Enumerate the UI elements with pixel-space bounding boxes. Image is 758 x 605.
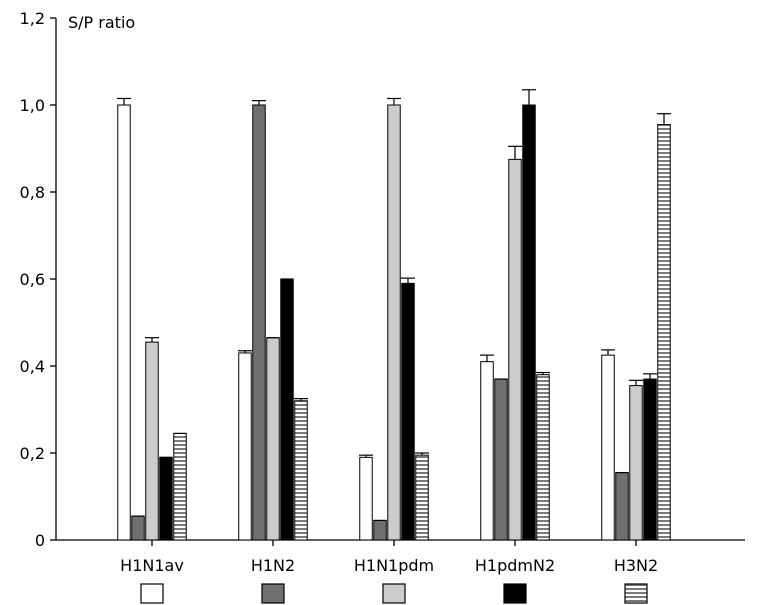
error-bars (117, 89, 671, 522)
legend (140, 583, 648, 604)
legend-swatch (624, 583, 648, 604)
category-labels: H1N1av H1N2 H1N1pdm H1pdmN2 H3N2 (120, 556, 658, 575)
bar (508, 158, 522, 541)
bar (145, 341, 159, 541)
category-label: H1N1av (120, 556, 184, 575)
legend-swatch (503, 583, 527, 604)
bar (373, 519, 387, 541)
bar (294, 400, 308, 541)
legend-swatch (140, 583, 164, 604)
bar (159, 456, 173, 541)
y-tick-label: 1,2 (20, 9, 45, 28)
y-tick-label: 0,8 (20, 183, 45, 202)
bar (415, 454, 429, 541)
bar (601, 354, 615, 541)
bar (401, 282, 415, 541)
bar (480, 361, 494, 541)
legend-swatch (382, 583, 406, 604)
bar (522, 104, 536, 541)
y-tick-label: 1,0 (20, 96, 45, 115)
x-axis (56, 539, 745, 546)
bar (238, 352, 252, 541)
bar (536, 374, 550, 541)
bar (131, 515, 145, 541)
bar (494, 378, 508, 541)
bar (615, 472, 629, 541)
bar (117, 104, 131, 541)
category-label: H1N1pdm (354, 556, 434, 575)
bar (657, 124, 671, 541)
legend-swatch (261, 583, 285, 604)
bar (643, 378, 657, 541)
bar (387, 104, 401, 541)
bar (280, 278, 294, 541)
category-label: H1pdmN2 (475, 556, 555, 575)
y-tick-label: 0,6 (20, 270, 45, 289)
category-label: H1N2 (251, 556, 295, 575)
y-tick-label: 0,4 (20, 357, 45, 376)
bar (173, 432, 187, 541)
bar (266, 337, 280, 541)
y-tick-label: 0,2 (20, 444, 45, 463)
bar (359, 456, 373, 541)
category-label: H3N2 (614, 556, 658, 575)
y-axis: 0 0,2 0,4 0,6 0,8 1,0 1,2 (20, 9, 57, 550)
bar (252, 104, 266, 541)
bar (629, 385, 643, 541)
y-axis-label: S/P ratio (68, 13, 135, 32)
y-tick-label: 0 (35, 531, 45, 550)
bars (117, 104, 671, 541)
